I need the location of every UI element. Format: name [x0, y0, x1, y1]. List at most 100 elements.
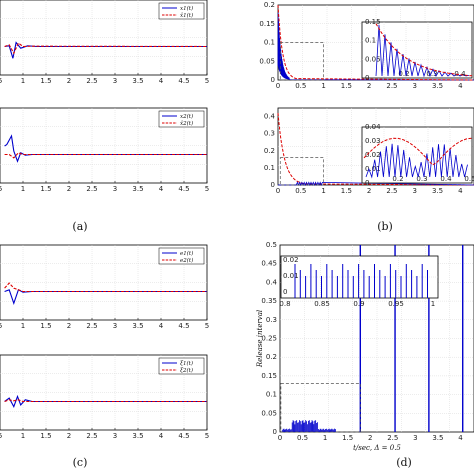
inset-y-tick-label: 0.01: [283, 272, 299, 280]
chart-d: 0 0.05 0.1 0.15 0.2 0.25 0.3 0.35 0.4 0.45 0.5 0 0.5…: [256, 241, 474, 452]
y-tick-label: 0.3: [266, 316, 277, 324]
zoom-region: [279, 42, 324, 81]
inset-x-tick-label: 0.8: [279, 300, 290, 308]
inset-y-tick-label: 0.04: [365, 123, 381, 131]
x-tick-label: 2.5: [387, 434, 398, 442]
x-tick-label: 3: [113, 322, 117, 330]
x-tick-label: 0: [278, 434, 282, 442]
x-tick-label: 3: [113, 185, 117, 193]
x-tick-label: 1.5: [341, 187, 352, 195]
series-blue: [278, 181, 474, 187]
x-tick-label: 4.5: [178, 432, 189, 440]
legend-label: ξ2(t): [180, 367, 193, 374]
x-tick-label: 1.5: [342, 434, 353, 442]
caption-c: (c): [73, 456, 88, 469]
x-tick-label: 1.5: [40, 77, 51, 85]
x-tick-label: 4: [458, 187, 463, 195]
caption-a: (a): [72, 220, 87, 233]
y-tick-label: 0.4: [264, 113, 276, 121]
inset-y-tick-label: 0.1: [365, 37, 376, 45]
x-tick-label: 2: [368, 434, 372, 442]
legend-label: e1(t): [180, 250, 193, 257]
y-tick-label: 0.15: [259, 20, 275, 28]
legend-label: x1(t): [180, 5, 193, 12]
inset-y-tick-label: 0.02: [365, 151, 381, 159]
x-tick-label: 2: [67, 432, 71, 440]
x-tick-label: 2.5: [86, 185, 97, 193]
x-tick-label: 1.5: [40, 185, 51, 193]
series-line: [4, 41, 207, 59]
series-line: [4, 42, 208, 55]
series-line: [4, 399, 207, 403]
inset-y-tick-label: 0: [365, 179, 369, 187]
inset-y-tick-label: 0.15: [365, 18, 381, 26]
x-tick-label: 2: [67, 77, 71, 85]
x-tick-label: 5: [205, 185, 209, 193]
y-tick-label: 0: [271, 76, 275, 84]
x-tick-label: 2: [67, 185, 71, 193]
x-tick-label: 4: [159, 432, 164, 440]
y-axis-label: Release interval: [256, 310, 264, 368]
x-tick-label: 4: [159, 322, 164, 330]
inset-y-tick-label: 0: [365, 74, 369, 82]
x-tick-label: 1: [21, 77, 25, 85]
x-tick-label: 2: [367, 187, 371, 195]
x-tick-label: 1: [321, 187, 325, 195]
y-tick-label: 0.25: [261, 335, 277, 343]
x-tick-label: 1: [323, 434, 327, 442]
y-tick-label: 0.05: [259, 57, 275, 65]
inset-x-tick-label: 0.2: [392, 175, 403, 183]
x-tick-label: 5: [205, 432, 209, 440]
y-tick-label: 0.45: [261, 260, 277, 268]
inset-x-tick-label: 0.3: [426, 70, 437, 78]
y-tick-label: 0.3: [264, 130, 275, 138]
x-tick-label: 4.5: [178, 322, 189, 330]
x-tick-label: 1: [21, 322, 25, 330]
zoom-region: [279, 157, 324, 186]
plots-layer: 11.522.533.544.55.5x1(t)x̂1(t)11.522.533…: [0, 0, 474, 452]
x-tick-label: 4.5: [178, 77, 189, 85]
inset-y-tick-label: 0: [283, 288, 287, 296]
caption-b: (b): [377, 220, 393, 233]
x-tick-label: 4: [159, 185, 164, 193]
chart-a1: 1 1.5 2 2.5 3 3.5 4 4.5 5 .5 x1(t)x̂1(t): [0, 0, 209, 85]
chart-a2: 1 1.5 2 2.5 3 3.5 4 4.5 5 .5 x2(t)x̂2(t): [0, 107, 209, 193]
inset-x-tick-label: 0.4: [454, 70, 466, 78]
x-tick-label: 1.5: [40, 322, 51, 330]
y-tick-label: 0.35: [261, 297, 277, 305]
x-tick-label: 2: [67, 322, 71, 330]
series-line: [4, 152, 207, 159]
x-tick-label: 3: [413, 434, 417, 442]
x-tick-label: 0.5: [295, 82, 306, 90]
x-tick-label: 1.5: [341, 82, 352, 90]
x-tick-label: .5: [0, 185, 2, 193]
inset-x-tick-label: 1: [431, 300, 435, 308]
inset-series-red: [375, 23, 473, 77]
x-tick-label: 4: [458, 82, 463, 90]
x-tick-label: 2.5: [386, 82, 397, 90]
series-line: [4, 282, 207, 293]
inset-x-tick-label: 0.95: [388, 300, 404, 308]
x-tick-label: 3.5: [132, 432, 143, 440]
legend-label: x2(t): [180, 113, 193, 120]
zoom-region: [280, 383, 361, 433]
inset-series-blue: [375, 24, 470, 78]
y-tick-label: 0.2: [264, 147, 275, 155]
x-tick-label: 3.5: [132, 185, 143, 193]
x-tick-label: 3.5: [132, 77, 143, 85]
inset-y-tick-label: 0.05: [365, 55, 381, 63]
y-tick-label: 0: [273, 428, 277, 436]
inset-series-red: [363, 137, 472, 166]
y-tick-label: 0.05: [261, 409, 277, 417]
x-axis-label: t/sec, Δ = 0.5: [353, 444, 401, 452]
y-tick-label: 0.15: [261, 372, 277, 380]
x-tick-label: 4: [159, 77, 164, 85]
x-tick-label: 4: [458, 434, 463, 442]
legend-label: e2(t): [180, 257, 193, 264]
x-tick-label: 3.5: [132, 322, 143, 330]
x-tick-label: .5: [0, 77, 2, 85]
inset-y-tick-label: 0.02: [283, 256, 299, 264]
legend-label: x̂2(t): [180, 120, 193, 127]
chart-c1: 1 1.5 2 2.5 3 3.5 4 4.5 5 .5 e1(t)e2(t): [0, 244, 209, 330]
